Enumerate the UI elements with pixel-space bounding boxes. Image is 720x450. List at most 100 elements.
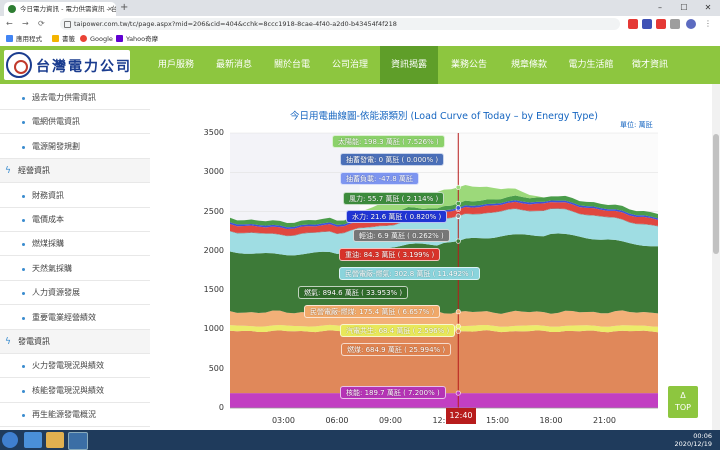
top-label: TOP: [674, 403, 691, 412]
bullet-icon: [22, 97, 25, 100]
sidebar-item[interactable]: 人力資源發展: [0, 281, 150, 306]
address-bar-row: ← → ⟳ taipower.com.tw/tc/page.aspx?mid=2…: [0, 16, 720, 33]
hover-point: [455, 309, 461, 315]
area-series-6[interactable]: [230, 208, 658, 237]
y-tick-label: 3000: [203, 167, 224, 177]
start-button[interactable]: [2, 432, 18, 448]
area-series-7[interactable]: [230, 201, 658, 236]
sidebar-section-header[interactable]: ϟ 經營資訊: [0, 159, 150, 184]
y-tick-label: 2500: [203, 206, 224, 216]
y-tick-label: 0: [218, 403, 224, 412]
browser-tab[interactable]: 今日電力資訊 - 電力供需資訊 - 台 ×: [4, 2, 116, 16]
sidebar-item[interactable]: 核能發電現況與績效: [0, 379, 150, 403]
area-series-10[interactable]: [230, 185, 658, 224]
taipower-logo[interactable]: 台灣電力公司: [4, 50, 130, 80]
page-scrollbar[interactable]: [712, 84, 720, 430]
area-series-9[interactable]: [230, 195, 658, 228]
tooltip-entry: 太陽能: 198.3 萬瓩 ( 7.526% ): [332, 135, 445, 148]
sidebar-section-header[interactable]: ϟ 發電資訊: [0, 330, 150, 354]
sidebar-item[interactable]: 火力發電現況與績效: [0, 354, 150, 379]
bullet-icon: [22, 121, 25, 125]
clock-time: 00:06: [693, 432, 712, 440]
sidebar-item[interactable]: 財務資訊: [0, 184, 150, 208]
forward-button[interactable]: →: [22, 19, 29, 28]
sidebar-item[interactable]: 電價成本: [0, 208, 150, 232]
y-tick-label: 2000: [203, 245, 224, 255]
nav-menu-item[interactable]: 公司治理: [331, 60, 368, 70]
menu-kebab-icon[interactable]: ⋮: [704, 19, 712, 28]
new-tab-button[interactable]: +: [120, 2, 129, 13]
sidebar-item-label: 再生能源發電概況: [32, 410, 96, 420]
area-series-0[interactable]: [230, 393, 658, 408]
browser-titlebar: 今日電力資訊 - 電力供需資訊 - 台 × + – ☐ ✕: [0, 0, 720, 16]
minimize-button[interactable]: –: [658, 3, 662, 12]
bullet-icon: [22, 243, 25, 247]
bullet-icon: [22, 365, 25, 369]
back-button[interactable]: ←: [6, 19, 13, 28]
sidebar: 過去電力供需資訊 電網供電資訊電源開發規劃 ϟ 經營資訊財務資訊電價成本 燃煤採購 天然氣…: [0, 84, 150, 430]
tab-title: 今日電力資訊 - 電力供需資訊 - 台: [20, 5, 116, 13]
yahoo-icon: [116, 35, 123, 42]
reload-button[interactable]: ⟳: [38, 19, 45, 28]
x-tick-label: 03:00: [271, 416, 296, 425]
area-series-1[interactable]: [230, 330, 658, 394]
extension-red-icon[interactable]: [656, 19, 666, 29]
sidebar-item[interactable]: 再生能源發電概況: [0, 403, 150, 428]
hover-point: [455, 390, 461, 396]
sidebar-item[interactable]: 電源開發規劃: [0, 135, 150, 159]
system-clock[interactable]: 00:06 2020/12/19: [675, 432, 712, 448]
tab-close-icon[interactable]: ×: [107, 5, 113, 13]
nav-menu-item[interactable]: 電力生活館: [568, 60, 614, 70]
y-tick-label: 500: [208, 363, 224, 373]
nav-menu-item[interactable]: 最新消息: [215, 60, 252, 70]
tooltip-entry: 水力: 21.6 萬瓩 ( 0.820% ): [346, 210, 448, 223]
tooltip-entry: 輕油: 6.9 萬瓩 ( 0.262% ): [353, 229, 450, 242]
bookmark-yahoo[interactable]: Yahoo奇摩: [116, 32, 158, 46]
profile-avatar[interactable]: [686, 19, 696, 29]
apps-grid-icon: [6, 35, 13, 42]
nav-menu-item[interactable]: 規章條款: [510, 60, 547, 70]
bookmark-apps[interactable]: 應用程式: [6, 32, 42, 46]
extensions-puzzle-icon[interactable]: [670, 19, 680, 29]
extension-icon[interactable]: [642, 19, 652, 29]
area-series-8[interactable]: [230, 200, 658, 229]
y-tick-label: 1000: [203, 324, 224, 334]
nav-menu-item[interactable]: 徵才資訊: [631, 60, 668, 70]
sidebar-item-label: 人力資源發展: [32, 288, 80, 298]
bookmark-folder[interactable]: 書籤: [52, 32, 75, 46]
hover-point: [455, 323, 461, 329]
x-tick-label: 15:00: [485, 416, 510, 425]
sidebar-item[interactable]: 重要電業經營績效: [0, 306, 150, 330]
extension-abp-icon[interactable]: [628, 19, 638, 29]
sidebar-item-label: 經營資訊: [18, 166, 50, 176]
y-tick-label: 3500: [203, 128, 224, 137]
explorer-folder-icon[interactable]: [46, 432, 64, 448]
nav-menu-item[interactable]: 資訊揭露: [380, 46, 438, 84]
nav-menu-item[interactable]: 用戶服務: [157, 60, 194, 70]
sidebar-item-label: 重要電業經營績效: [32, 312, 96, 322]
bullet-icon: [22, 414, 25, 418]
ie-icon[interactable]: [24, 432, 42, 448]
nav-menu-item[interactable]: 業務公告: [450, 60, 487, 70]
x-tick-label: 21:00: [592, 416, 617, 425]
hover-point: [455, 213, 461, 219]
bullet-icon: [22, 316, 25, 320]
sidebar-item[interactable]: 天然氣採購: [0, 257, 150, 281]
chart-unit-label: 單位: 萬瓩: [620, 121, 653, 129]
sidebar-item-label: 電源開發規劃: [32, 141, 80, 151]
back-to-top-button[interactable]: Δ TOP: [668, 386, 698, 418]
sidebar-item[interactable]: 燃煤採購: [0, 232, 150, 257]
close-window-button[interactable]: ✕: [704, 3, 712, 12]
nav-menu-item[interactable]: 關於台電: [273, 60, 310, 70]
sidebar-item[interactable]: 過去電力供需資訊: [0, 86, 150, 110]
chrome-icon[interactable]: [68, 432, 88, 450]
bookmark-google[interactable]: Google: [80, 32, 113, 46]
maximize-button[interactable]: ☐: [680, 3, 688, 12]
sidebar-item-label: 財務資訊: [32, 190, 64, 200]
scrollbar-thumb[interactable]: [713, 134, 719, 254]
sidebar-item[interactable]: 電網供電資訊: [0, 110, 150, 135]
x-tick-label: 06:00: [325, 416, 349, 425]
sidebar-item-label: 核能發電現況與績效: [32, 385, 104, 395]
url-input[interactable]: taipower.com.tw/tc/page.aspx?mid=206&cid…: [60, 18, 620, 30]
